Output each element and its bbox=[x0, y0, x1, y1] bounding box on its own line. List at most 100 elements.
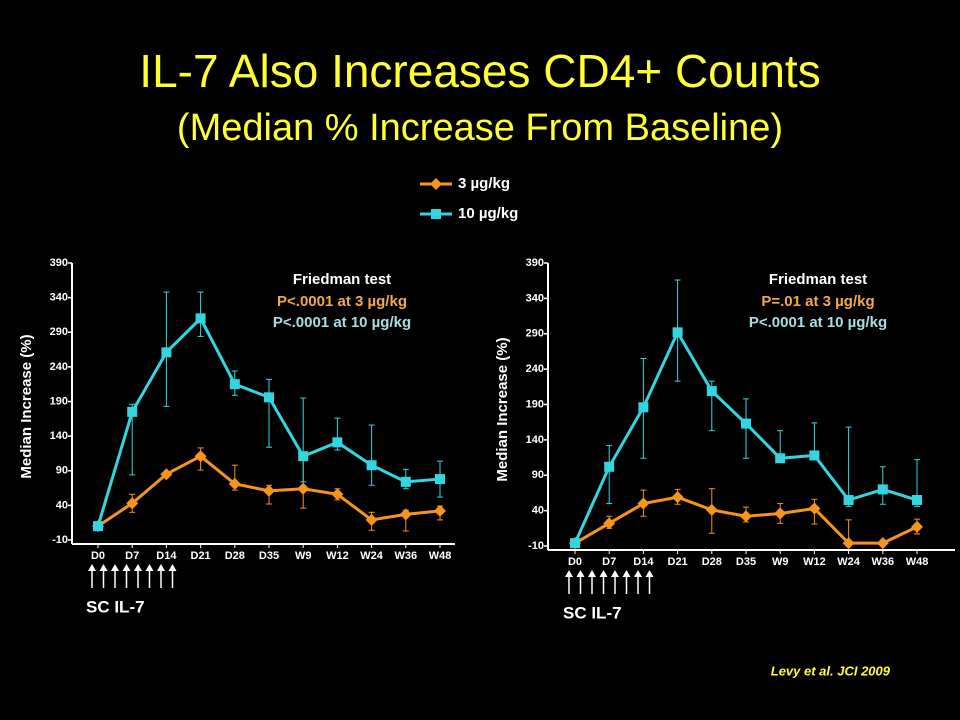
dose-arrowhead bbox=[88, 564, 96, 571]
annotation-title: Friedman test bbox=[769, 271, 867, 288]
square-marker bbox=[604, 461, 615, 472]
square-marker bbox=[161, 347, 172, 358]
y-axis-label: Median Increase (%) bbox=[494, 337, 511, 481]
dose-arrowhead bbox=[122, 564, 131, 571]
square-marker bbox=[435, 474, 445, 485]
dose-arrowhead bbox=[168, 564, 177, 571]
y-tick-label: -10 bbox=[52, 534, 68, 546]
diamond-marker bbox=[194, 450, 207, 463]
legend-label: 3 µg/kg bbox=[458, 175, 510, 192]
square-marker bbox=[638, 402, 649, 413]
diamond-marker bbox=[637, 497, 650, 510]
square-marker bbox=[93, 521, 103, 532]
y-tick-label: 290 bbox=[50, 326, 68, 338]
square-marker bbox=[877, 484, 888, 495]
legend-label: 10 µg/kg bbox=[458, 205, 518, 222]
square-marker bbox=[229, 379, 240, 390]
x-tick-label: D28 bbox=[702, 556, 722, 568]
dosing-label: SC IL-7 bbox=[86, 597, 145, 616]
x-tick-label: W36 bbox=[394, 550, 417, 562]
dose-arrowhead bbox=[145, 564, 154, 571]
dosing-label: SC IL-7 bbox=[563, 603, 622, 622]
annotation: P=.01 at 3 µg/kg bbox=[761, 293, 874, 310]
diamond-marker bbox=[434, 504, 446, 517]
y-tick-label: 240 bbox=[526, 363, 544, 375]
x-tick-label: D21 bbox=[191, 550, 211, 562]
y-tick-label: 190 bbox=[526, 398, 544, 410]
slide-subtitle: (Median % Increase From Baseline) bbox=[177, 107, 783, 149]
y-tick-label: 190 bbox=[50, 395, 68, 407]
annotation-title: Friedman test bbox=[293, 271, 391, 288]
diamond-marker bbox=[430, 178, 442, 190]
square-marker bbox=[195, 313, 206, 324]
diamond-marker bbox=[740, 510, 752, 523]
diamond-marker bbox=[297, 482, 310, 495]
square-marker bbox=[127, 406, 138, 417]
dose-arrowhead bbox=[645, 570, 654, 577]
x-tick-label: W48 bbox=[429, 550, 452, 562]
x-tick-label: D21 bbox=[668, 556, 688, 568]
dose-arrowhead bbox=[565, 570, 573, 577]
dose-arrowhead bbox=[634, 570, 642, 577]
square-marker bbox=[912, 495, 922, 506]
annotation: P<.0001 at 10 µg/kg bbox=[273, 314, 411, 331]
diamond-marker bbox=[399, 508, 412, 521]
y-tick-label: 390 bbox=[526, 257, 544, 269]
annotation: P<.0001 at 3 µg/kg bbox=[277, 293, 407, 310]
square-marker bbox=[366, 460, 377, 471]
y-axis-label: Median Increase (%) bbox=[18, 334, 35, 478]
square-marker bbox=[775, 453, 786, 464]
x-tick-label: W9 bbox=[295, 550, 312, 562]
square-marker bbox=[431, 209, 441, 219]
x-tick-label: D14 bbox=[633, 556, 654, 568]
x-tick-label: W12 bbox=[803, 556, 826, 568]
x-tick-label: W36 bbox=[871, 556, 894, 568]
diamond-marker bbox=[911, 520, 923, 533]
x-tick-label: D0 bbox=[91, 550, 105, 562]
y-tick-label: 390 bbox=[50, 257, 68, 269]
dose-arrowhead bbox=[111, 564, 119, 571]
annotation: P<.0001 at 10 µg/kg bbox=[749, 314, 887, 331]
y-tick-label: -10 bbox=[528, 540, 544, 552]
square-marker bbox=[400, 476, 411, 487]
x-tick-label: W48 bbox=[906, 556, 929, 568]
x-tick-label: D7 bbox=[125, 550, 139, 562]
square-marker bbox=[843, 495, 854, 506]
square-marker bbox=[298, 451, 309, 462]
x-tick-label: D0 bbox=[568, 556, 582, 568]
square-marker bbox=[741, 418, 751, 429]
diamond-marker bbox=[263, 484, 275, 497]
y-tick-label: 90 bbox=[56, 465, 68, 477]
citation: Levy et al. JCI 2009 bbox=[771, 663, 891, 678]
y-tick-label: 340 bbox=[526, 292, 544, 304]
dose-arrowhead bbox=[622, 570, 631, 577]
dose-arrowhead bbox=[99, 564, 108, 571]
y-tick-label: 90 bbox=[532, 469, 544, 481]
diamond-marker bbox=[160, 468, 173, 481]
y-tick-label: 40 bbox=[56, 499, 68, 511]
diamond-marker bbox=[331, 488, 344, 501]
x-tick-label: D28 bbox=[225, 550, 245, 562]
diamond-marker bbox=[842, 537, 855, 550]
slide-title: IL-7 Also Increases CD4+ Counts bbox=[139, 45, 820, 97]
dose-arrowhead bbox=[134, 564, 142, 571]
square-marker bbox=[672, 327, 683, 338]
diamond-marker bbox=[603, 517, 616, 530]
y-tick-label: 340 bbox=[50, 292, 68, 304]
x-tick-label: W24 bbox=[360, 550, 384, 562]
y-tick-label: 240 bbox=[50, 361, 68, 373]
x-tick-label: D14 bbox=[156, 550, 177, 562]
y-tick-label: 140 bbox=[50, 430, 68, 442]
x-tick-label: W12 bbox=[326, 550, 349, 562]
square-marker bbox=[706, 386, 717, 397]
diamond-marker bbox=[774, 507, 787, 520]
square-marker bbox=[264, 392, 274, 403]
y-tick-label: 290 bbox=[526, 328, 544, 340]
x-tick-label: W9 bbox=[772, 556, 789, 568]
x-tick-label: D35 bbox=[259, 550, 279, 562]
square-marker bbox=[332, 437, 343, 448]
diamond-marker bbox=[671, 491, 684, 504]
x-tick-label: D35 bbox=[736, 556, 756, 568]
y-tick-label: 40 bbox=[532, 505, 544, 517]
x-tick-label: D7 bbox=[602, 556, 616, 568]
